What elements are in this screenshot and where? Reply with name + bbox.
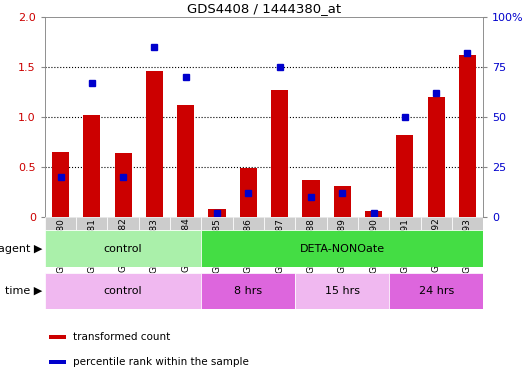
Text: control: control — [104, 286, 143, 296]
Bar — [233, 217, 264, 230]
Bar — [358, 217, 389, 230]
Bar — [459, 55, 476, 217]
Text: GSM549087: GSM549087 — [275, 218, 284, 273]
Bar — [108, 217, 139, 230]
Bar — [327, 217, 358, 230]
Bar — [45, 230, 201, 267]
Bar — [303, 180, 319, 217]
Bar — [240, 168, 257, 217]
Bar — [201, 217, 233, 230]
Text: GSM549092: GSM549092 — [432, 218, 441, 272]
Text: DETA-NONOate: DETA-NONOate — [300, 243, 385, 254]
Bar — [49, 335, 67, 339]
Text: GSM549088: GSM549088 — [306, 218, 315, 273]
Bar — [45, 273, 201, 309]
Bar — [295, 217, 327, 230]
Bar — [45, 217, 76, 230]
Bar — [170, 217, 201, 230]
Bar — [452, 217, 483, 230]
Bar — [146, 71, 163, 217]
Text: GSM549080: GSM549080 — [56, 218, 65, 273]
Text: agent ▶: agent ▶ — [0, 243, 42, 254]
Text: 24 hrs: 24 hrs — [419, 286, 454, 296]
Text: GSM549089: GSM549089 — [338, 218, 347, 273]
Bar — [49, 360, 67, 364]
Text: GSM549084: GSM549084 — [181, 218, 190, 272]
Bar — [76, 217, 108, 230]
Bar — [139, 217, 170, 230]
Bar — [389, 273, 483, 309]
Text: GSM549093: GSM549093 — [463, 218, 472, 273]
Bar — [177, 105, 194, 217]
Bar — [271, 90, 288, 217]
Text: GSM549083: GSM549083 — [150, 218, 159, 273]
Text: GSM549091: GSM549091 — [400, 218, 409, 273]
Text: GSM549086: GSM549086 — [244, 218, 253, 273]
Bar — [115, 153, 132, 217]
Bar — [420, 217, 452, 230]
Bar — [389, 217, 420, 230]
Bar — [334, 186, 351, 217]
Text: GSM549081: GSM549081 — [87, 218, 96, 273]
Title: GDS4408 / 1444380_at: GDS4408 / 1444380_at — [187, 2, 341, 15]
Text: 15 hrs: 15 hrs — [325, 286, 360, 296]
Bar — [295, 273, 389, 309]
Bar — [201, 230, 483, 267]
Text: GSM549090: GSM549090 — [369, 218, 378, 273]
Text: 8 hrs: 8 hrs — [234, 286, 262, 296]
Text: transformed count: transformed count — [73, 332, 170, 342]
Text: control: control — [104, 243, 143, 254]
Text: percentile rank within the sample: percentile rank within the sample — [73, 357, 249, 367]
Text: GSM549082: GSM549082 — [119, 218, 128, 272]
Text: GSM549085: GSM549085 — [213, 218, 222, 273]
Bar — [52, 152, 69, 217]
Bar — [209, 209, 225, 217]
Bar — [396, 135, 413, 217]
Bar — [201, 273, 295, 309]
Bar — [365, 211, 382, 217]
Bar — [83, 115, 100, 217]
Bar — [264, 217, 295, 230]
Text: time ▶: time ▶ — [5, 286, 42, 296]
Bar — [428, 97, 445, 217]
